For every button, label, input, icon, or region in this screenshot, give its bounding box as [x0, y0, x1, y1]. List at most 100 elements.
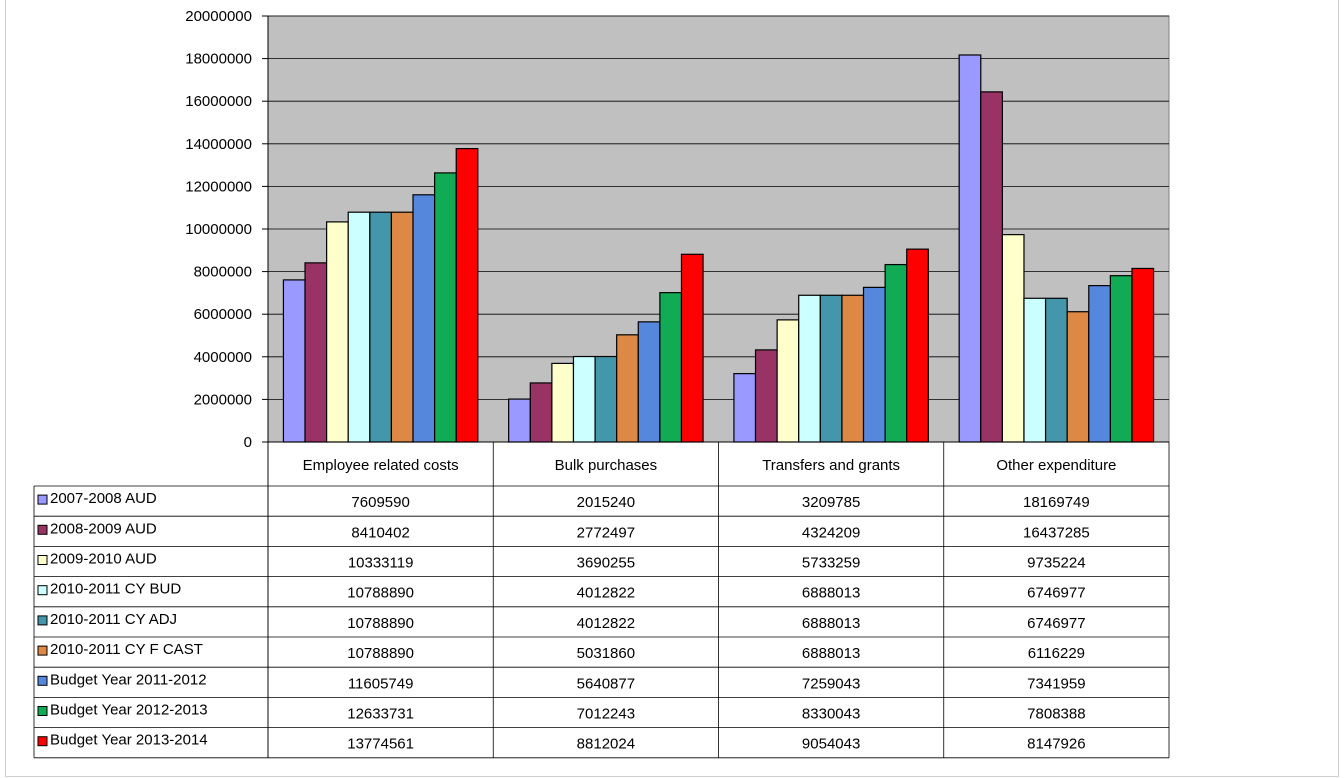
bar: [390, 211, 414, 443]
bar: [906, 248, 929, 443]
y-tick-label: 14000000: [185, 136, 252, 153]
legend-label: 2009-2010 AUD: [50, 551, 157, 568]
legend-key: [37, 615, 48, 626]
bar: [841, 294, 865, 443]
table-cell: 4012822: [577, 585, 635, 602]
table-cell: 5733259: [802, 555, 860, 572]
bar: [680, 253, 704, 443]
table-cell: 11605749: [348, 675, 414, 692]
y-tick-label: 0: [244, 434, 252, 451]
bar: [980, 91, 1003, 443]
bar: [637, 321, 661, 443]
bar: [369, 211, 393, 443]
bar: [455, 148, 479, 443]
table-cell: 12633731: [347, 706, 414, 723]
y-tick-label: 12000000: [185, 178, 252, 195]
table-cell: 5031860: [577, 645, 635, 662]
table-cell: 6888013: [802, 585, 860, 602]
bar: [733, 373, 757, 443]
bar: [1088, 285, 1111, 443]
table-cell: 2772497: [577, 524, 635, 541]
table-cell: 18169749: [1023, 494, 1090, 511]
bar: [616, 334, 639, 443]
y-axis: 0 2000000 4000000 6000000 8000000 10000000 120…: [185, 8, 1169, 451]
table-cell: 7808388: [1027, 706, 1085, 723]
bar: [304, 262, 328, 443]
legend-label: 2010-2011 CY BUD: [50, 581, 181, 598]
table-cell: 13774561: [347, 736, 414, 753]
bar: [326, 221, 349, 443]
y-tick-label: 20000000: [185, 8, 252, 25]
table-cell: 10788890: [347, 585, 414, 602]
table-cell: 7341959: [1027, 675, 1085, 692]
bar: [958, 54, 982, 443]
bar: [1044, 297, 1068, 443]
legend-label: 2010-2011 CY F CAST: [50, 641, 203, 658]
table-cell: 8812024: [577, 736, 635, 753]
bar: [1023, 297, 1047, 443]
bar: [529, 382, 553, 443]
legend-key: [37, 555, 48, 565]
legend-key: [37, 736, 48, 747]
data-table: Employee related costs Bulk purchases Tran…: [33, 442, 1170, 759]
table-cell: 4324209: [802, 524, 860, 541]
bar: [1001, 234, 1025, 443]
table-cell: 16437285: [1023, 524, 1090, 541]
bar: [412, 194, 436, 443]
table-cell: 6746977: [1027, 585, 1085, 602]
table-cell: 10788890: [347, 615, 414, 632]
bar: [594, 355, 618, 443]
legend-key: [37, 585, 48, 596]
bar: [884, 263, 908, 443]
y-tick-label: 8000000: [194, 264, 252, 281]
legend-key: [37, 494, 48, 505]
table-cell: 8330043: [802, 706, 860, 723]
bar: [1109, 275, 1133, 443]
table-cell: 8410402: [351, 524, 409, 541]
legend-label: Budget Year 2013-2014: [50, 732, 208, 749]
bar: [798, 294, 821, 443]
table-cell: 4012822: [577, 615, 635, 632]
table-cell: 7609590: [351, 494, 409, 511]
legend-key: [37, 645, 48, 656]
table-cell: 2015240: [577, 494, 635, 511]
legend-label: 2010-2011 CY ADJ: [50, 611, 177, 628]
y-tick-label: 6000000: [194, 306, 252, 323]
chart-frame: 0 2000000 4000000 6000000 8000000 10000000 120…: [5, 0, 1339, 777]
bar: [551, 362, 575, 443]
bar: [434, 172, 457, 443]
table-cell: 9054043: [802, 736, 860, 753]
table-cell: 8147926: [1027, 736, 1085, 753]
table-cell: 7012243: [577, 706, 635, 723]
bar: [776, 319, 800, 443]
legend-label: 2008-2009 AUD: [50, 520, 157, 537]
category-label: Transfers and grants: [762, 457, 900, 474]
y-tick-label: 16000000: [185, 93, 252, 110]
bar: [1066, 311, 1090, 443]
legend-key: [37, 524, 48, 535]
bar: [862, 286, 886, 443]
table-cell: 7259043: [802, 675, 860, 692]
table-cell: 6888013: [802, 615, 860, 632]
table-cell: 6116229: [1028, 645, 1085, 662]
bars: [282, 54, 1155, 443]
bar: [819, 294, 843, 443]
y-tick-label: 4000000: [194, 349, 252, 366]
legend-key: [37, 675, 48, 686]
y-tick-label: 2000000: [194, 391, 252, 408]
legend-label: Budget Year 2011-2012: [50, 671, 207, 688]
y-tick-label: 10000000: [185, 221, 252, 238]
table-cell: 6888013: [802, 645, 860, 662]
bar: [572, 355, 596, 443]
category-label: Employee related costs: [303, 457, 459, 474]
category-label: Other expenditure: [996, 457, 1116, 474]
bar: [659, 292, 683, 443]
table-cell: 5640877: [577, 675, 635, 692]
table-cell: 6746977: [1027, 615, 1085, 632]
bar: [347, 211, 371, 443]
bar: [754, 349, 778, 443]
table-cell: 10333119: [348, 555, 414, 572]
table-cell: 3690255: [577, 555, 635, 572]
legend-label: Budget Year 2012-2013: [50, 702, 208, 719]
table-cell: 9735224: [1027, 555, 1085, 572]
